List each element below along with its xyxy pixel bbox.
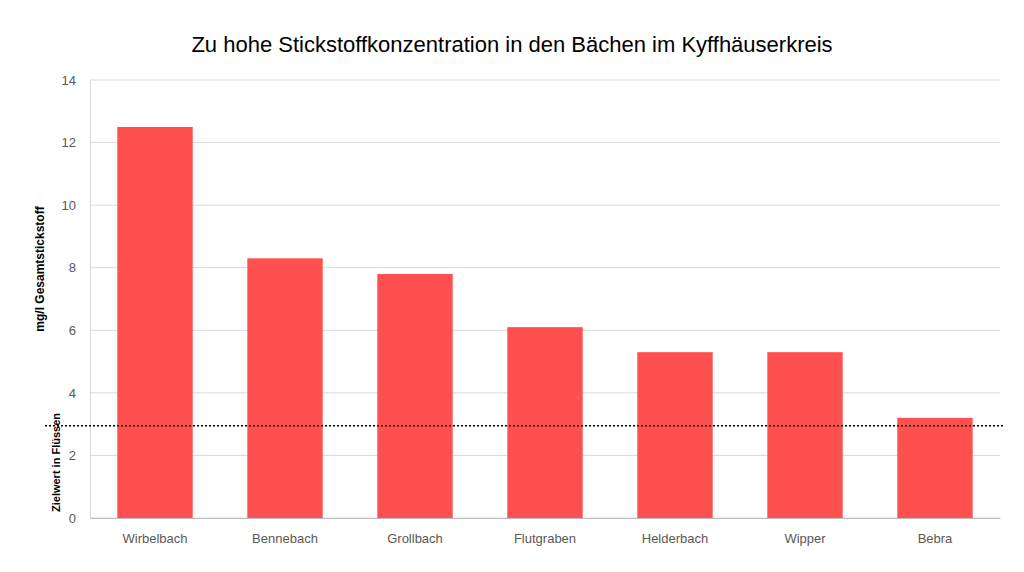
y-tick: 14 — [62, 73, 90, 88]
grid-line — [90, 267, 1000, 268]
chart: 0 2 4 6 8 10 12 14 Wirbelbach Bennebach Grollbach F… — [0, 0, 1024, 572]
x-tick: Wipper — [784, 518, 826, 546]
x-tick-label: Wirbelbach — [122, 531, 187, 546]
bar — [377, 274, 452, 518]
x-tick: Helderbach — [642, 518, 709, 546]
y-tick-label: 0 — [69, 511, 76, 526]
x-tick: Bebra — [918, 518, 953, 546]
x-tick: Bennebach — [252, 518, 318, 546]
target-line — [45, 425, 1005, 427]
y-tick-label: 2 — [69, 448, 76, 463]
y-tick-label: 6 — [69, 323, 76, 338]
y-tick-label: 8 — [69, 260, 76, 275]
y-tick: 10 — [62, 198, 90, 213]
y-tick-label: 14 — [62, 73, 76, 88]
y-tick: 8 — [69, 260, 90, 275]
bar — [637, 352, 712, 518]
x-tick-label: Helderbach — [642, 531, 709, 546]
target-label: Zielwert in Flüssen — [50, 413, 62, 512]
bar — [897, 418, 972, 518]
x-tick-label: Flutgraben — [514, 531, 576, 546]
x-tick: Grollbach — [387, 518, 443, 546]
grid-line — [90, 80, 1000, 81]
y-tick-label: 4 — [69, 386, 76, 401]
bar — [247, 258, 322, 518]
x-tick: Flutgraben — [514, 518, 576, 546]
grid-line — [90, 142, 1000, 143]
x-tick-label: Bebra — [918, 531, 953, 546]
x-tick-label: Wipper — [784, 531, 826, 546]
y-tick: 0 — [69, 511, 90, 526]
y-tick: 12 — [62, 135, 90, 150]
x-tick-label: Bennebach — [252, 531, 318, 546]
bar — [767, 352, 842, 518]
y-tick: 4 — [69, 386, 90, 401]
bar — [507, 327, 582, 518]
bars — [117, 127, 972, 518]
y-axis-line — [90, 81, 91, 519]
grid-line — [90, 205, 1000, 206]
x-tick: Wirbelbach — [122, 518, 187, 546]
y-tick: 6 — [69, 323, 90, 338]
y-axis-title: mg/l Gesamtstickstoff — [33, 205, 47, 331]
plot: 0 2 4 6 8 10 12 14 Wirbelbach Bennebach Grollbach F… — [45, 73, 1005, 547]
x-axis: Wirbelbach Bennebach Grollbach Flutgraben He… — [91, 518, 1001, 546]
y-tick: 2 — [69, 448, 90, 463]
grid — [90, 80, 1000, 518]
bar — [117, 127, 192, 518]
x-tick-label: Grollbach — [387, 531, 443, 546]
title: Zu hohe Stickstoffkonzentration in den B… — [191, 32, 832, 57]
y-axis: 0 2 4 6 8 10 12 14 — [62, 73, 91, 526]
y-tick-label: 10 — [62, 198, 76, 213]
x-axis-line — [91, 518, 1001, 519]
y-tick-label: 12 — [62, 135, 76, 150]
